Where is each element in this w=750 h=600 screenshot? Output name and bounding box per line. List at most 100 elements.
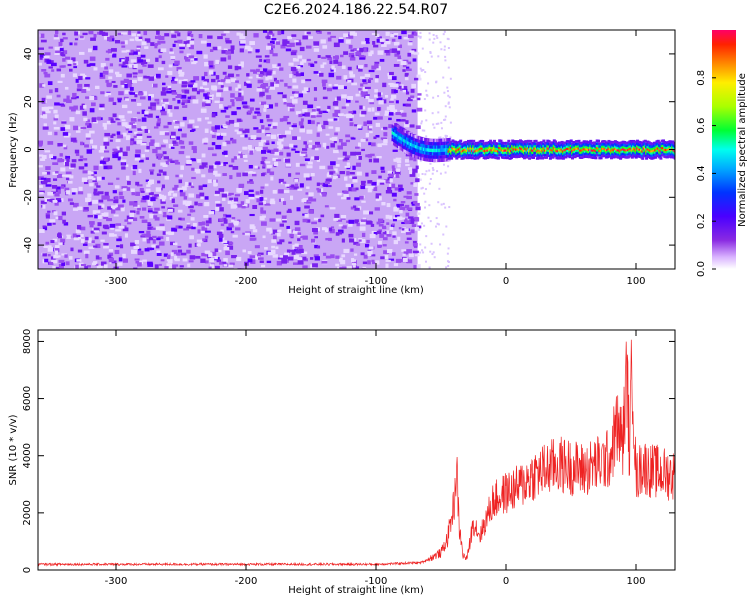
signal-cell <box>662 142 665 145</box>
noise-speckle <box>313 231 318 235</box>
noise-speckle <box>172 119 177 123</box>
noise-speckle <box>222 217 227 221</box>
signal-cell <box>656 139 660 143</box>
noise-speckle <box>135 191 140 196</box>
noise-speckle <box>146 238 151 244</box>
noise-speckle <box>442 233 445 236</box>
noise-speckle <box>136 133 143 136</box>
noise-speckle <box>279 67 284 71</box>
noise-speckle <box>363 48 367 53</box>
noise-speckle <box>329 228 335 234</box>
noise-speckle <box>158 35 165 41</box>
noise-speckle <box>244 134 248 138</box>
noise-speckle <box>54 266 60 269</box>
noise-speckle <box>297 260 304 265</box>
noise-speckle <box>145 188 151 193</box>
noise-speckle <box>154 43 158 49</box>
noise-speckle <box>360 83 364 87</box>
noise-speckle <box>129 92 136 95</box>
noise-speckle <box>354 124 358 127</box>
noise-speckle <box>337 266 341 269</box>
noise-speckle <box>117 134 124 139</box>
noise-speckle <box>405 66 410 71</box>
noise-speckle <box>214 162 221 165</box>
noise-speckle <box>57 232 62 237</box>
noise-speckle <box>307 104 314 109</box>
noise-speckle <box>136 57 142 61</box>
noise-speckle <box>133 61 137 65</box>
noise-speckle <box>49 262 54 265</box>
noise-speckle <box>233 156 237 160</box>
noise-speckle <box>338 39 344 43</box>
noise-speckle <box>128 52 135 56</box>
noise-speckle <box>60 51 64 57</box>
noise-speckle <box>286 121 291 125</box>
noise-speckle <box>428 204 431 207</box>
noise-speckle <box>270 249 276 255</box>
noise-speckle <box>134 131 138 134</box>
noise-speckle <box>292 78 297 83</box>
noise-speckle <box>53 37 60 40</box>
noise-speckle <box>209 94 214 97</box>
noise-speckle <box>295 249 302 254</box>
noise-speckle <box>122 151 128 157</box>
noise-speckle <box>389 104 395 108</box>
noise-speckle <box>130 49 135 53</box>
noise-speckle <box>394 171 401 176</box>
noise-speckle <box>277 141 282 146</box>
noise-speckle <box>146 75 150 79</box>
noise-speckle <box>357 142 361 147</box>
noise-speckle <box>399 203 404 207</box>
noise-speckle <box>347 80 352 83</box>
noise-speckle <box>80 234 84 238</box>
noise-speckle <box>149 247 155 250</box>
noise-speckle <box>305 144 309 148</box>
noise-speckle <box>174 31 179 34</box>
noise-speckle <box>185 59 191 62</box>
noise-speckle <box>132 92 138 95</box>
noise-speckle <box>377 116 383 120</box>
noise-speckle <box>80 238 85 243</box>
noise-speckle <box>230 45 235 50</box>
noise-speckle <box>301 251 308 255</box>
noise-speckle <box>308 36 313 39</box>
signal-cell <box>639 155 643 159</box>
noise-speckle <box>217 46 222 50</box>
signal-cell <box>564 155 568 159</box>
noise-speckle <box>53 117 58 121</box>
noise-speckle <box>425 119 428 122</box>
noise-speckle <box>254 111 260 114</box>
noise-speckle <box>55 255 61 258</box>
noise-speckle <box>103 141 110 146</box>
noise-speckle <box>338 85 344 90</box>
noise-speckle <box>328 72 335 78</box>
noise-speckle <box>178 69 183 74</box>
noise-speckle <box>377 107 381 111</box>
noise-speckle <box>433 126 436 129</box>
noise-speckle <box>343 51 349 55</box>
noise-speckle <box>172 43 176 47</box>
noise-speckle <box>318 218 322 223</box>
noise-speckle <box>428 32 431 35</box>
noise-speckle <box>345 155 351 159</box>
noise-speckle <box>141 41 147 46</box>
noise-speckle <box>368 211 374 215</box>
noise-speckle <box>96 176 102 181</box>
noise-speckle <box>54 30 59 35</box>
noise-speckle <box>391 89 397 94</box>
noise-speckle <box>326 109 330 112</box>
noise-speckle <box>64 187 70 192</box>
noise-speckle <box>444 118 447 121</box>
noise-speckle <box>371 32 377 36</box>
noise-speckle <box>257 257 264 260</box>
noise-speckle <box>43 71 48 75</box>
noise-speckle <box>170 265 177 269</box>
noise-speckle <box>134 239 140 244</box>
noise-speckle <box>292 230 298 234</box>
noise-speckle <box>73 66 78 69</box>
noise-speckle <box>196 50 203 55</box>
noise-speckle <box>443 45 446 48</box>
noise-speckle <box>184 89 190 94</box>
y-tick-label: 6000 <box>22 386 33 411</box>
noise-speckle <box>320 125 326 130</box>
